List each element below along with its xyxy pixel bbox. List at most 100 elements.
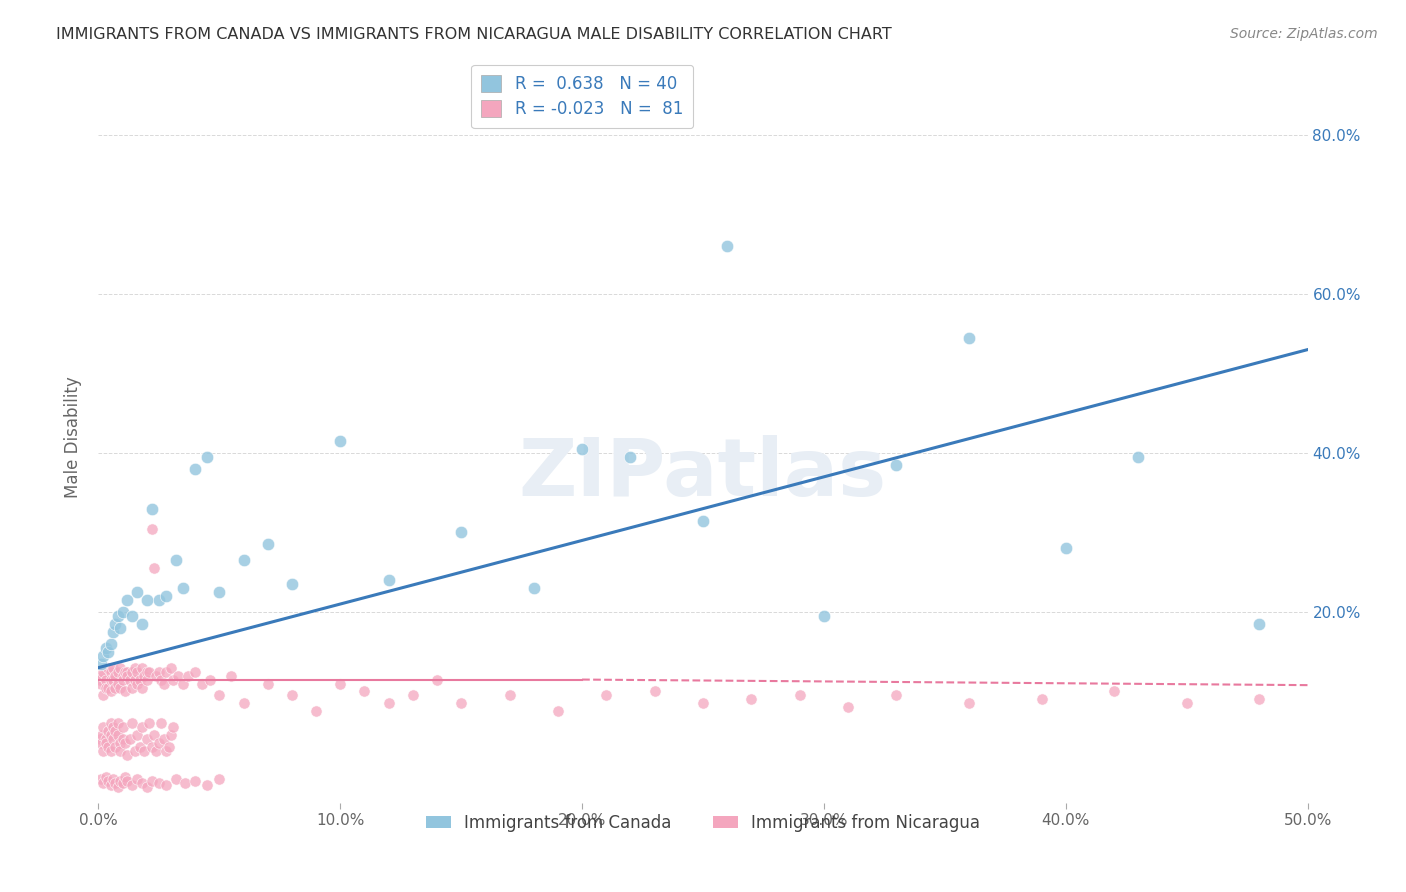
- Point: [104, 681, 127, 695]
- Point: [256, 676, 278, 690]
- Point: [127, 665, 149, 679]
- Point: [155, 589, 177, 603]
- Point: [100, 744, 122, 758]
- Point: [91, 744, 114, 758]
- Point: [789, 689, 811, 703]
- Point: [114, 770, 136, 784]
- Point: [143, 561, 166, 575]
- Point: [141, 773, 163, 788]
- Point: [104, 668, 127, 682]
- Point: [191, 676, 214, 690]
- Point: [118, 673, 141, 687]
- Point: [97, 660, 120, 674]
- Point: [100, 665, 122, 679]
- Point: [121, 665, 143, 679]
- Point: [167, 668, 190, 682]
- Point: [100, 778, 122, 792]
- Point: [104, 616, 127, 631]
- Point: [740, 692, 762, 706]
- Point: [131, 720, 153, 734]
- Point: [104, 724, 127, 739]
- Point: [692, 697, 714, 711]
- Point: [716, 239, 738, 253]
- Point: [131, 681, 153, 695]
- Point: [135, 732, 157, 747]
- Point: [107, 716, 129, 731]
- Point: [162, 720, 184, 734]
- Point: [148, 593, 170, 607]
- Point: [208, 689, 231, 703]
- Point: [692, 514, 714, 528]
- Point: [232, 553, 254, 567]
- Legend: Immigrants from Canada, Immigrants from Nicaragua: Immigrants from Canada, Immigrants from …: [419, 807, 987, 838]
- Point: [174, 776, 197, 790]
- Point: [644, 684, 666, 698]
- Point: [450, 697, 472, 711]
- Point: [837, 700, 859, 714]
- Point: [547, 705, 569, 719]
- Point: [114, 684, 136, 698]
- Point: [523, 581, 546, 595]
- Point: [155, 744, 177, 758]
- Point: [117, 593, 139, 607]
- Point: [426, 673, 449, 687]
- Point: [90, 676, 112, 690]
- Point: [172, 676, 194, 690]
- Point: [329, 434, 352, 448]
- Point: [91, 689, 114, 703]
- Point: [155, 778, 177, 792]
- Point: [127, 585, 149, 599]
- Point: [162, 673, 184, 687]
- Point: [143, 728, 166, 742]
- Point: [281, 689, 304, 703]
- Point: [101, 660, 124, 674]
- Point: [160, 728, 183, 742]
- Point: [138, 716, 160, 731]
- Text: ZIPatlas: ZIPatlas: [519, 434, 887, 513]
- Point: [281, 577, 304, 591]
- Point: [886, 458, 908, 472]
- Point: [121, 716, 143, 731]
- Point: [177, 668, 200, 682]
- Point: [111, 605, 134, 619]
- Point: [195, 778, 218, 792]
- Point: [221, 668, 243, 682]
- Point: [152, 676, 174, 690]
- Point: [1031, 692, 1053, 706]
- Point: [619, 450, 641, 464]
- Point: [131, 660, 153, 674]
- Point: [94, 770, 117, 784]
- Point: [150, 673, 173, 687]
- Point: [402, 689, 425, 703]
- Point: [89, 732, 111, 747]
- Point: [108, 681, 131, 695]
- Point: [195, 450, 218, 464]
- Point: [165, 553, 187, 567]
- Point: [1128, 450, 1150, 464]
- Point: [100, 637, 122, 651]
- Point: [101, 720, 124, 734]
- Point: [107, 676, 129, 690]
- Point: [141, 740, 163, 755]
- Point: [813, 609, 835, 624]
- Point: [91, 665, 114, 679]
- Point: [108, 773, 131, 788]
- Point: [114, 736, 136, 750]
- Point: [111, 720, 134, 734]
- Point: [148, 665, 170, 679]
- Point: [108, 744, 131, 758]
- Point: [117, 668, 139, 682]
- Point: [150, 716, 173, 731]
- Point: [100, 673, 122, 687]
- Point: [377, 573, 399, 587]
- Point: [450, 525, 472, 540]
- Point: [117, 773, 139, 788]
- Point: [1054, 541, 1077, 556]
- Point: [91, 776, 114, 790]
- Point: [124, 673, 146, 687]
- Point: [160, 660, 183, 674]
- Point: [198, 673, 221, 687]
- Point: [104, 776, 127, 790]
- Point: [886, 689, 908, 703]
- Point: [108, 660, 131, 674]
